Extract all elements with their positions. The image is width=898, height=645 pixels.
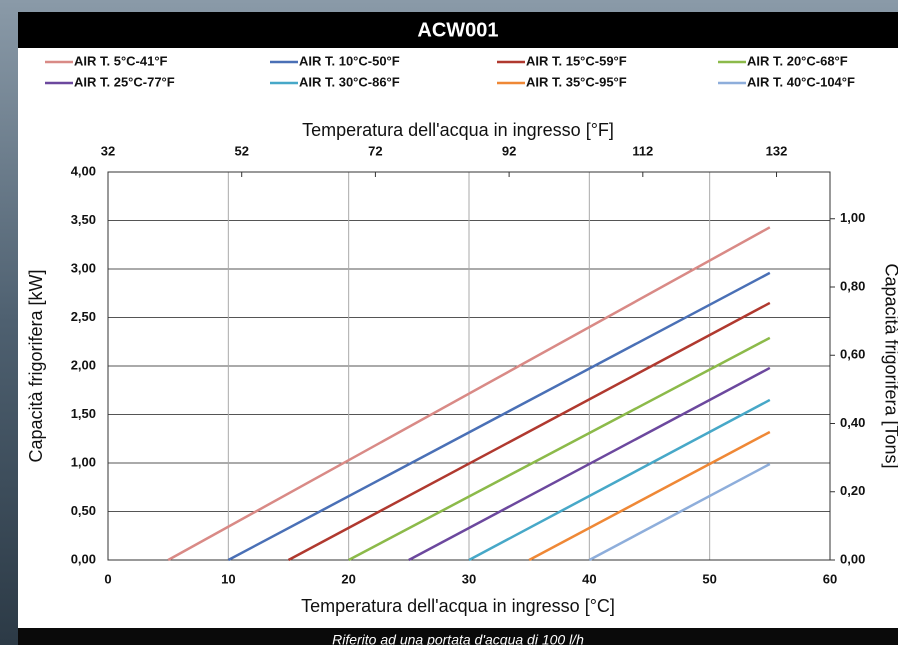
- series-line: [528, 430, 771, 562]
- y-tick-label: 4,00: [71, 163, 96, 178]
- y2-tick-label: 0,80: [840, 278, 865, 293]
- y2-tick-label: 1,00: [840, 210, 865, 225]
- y-tick-label: 1,50: [71, 406, 96, 421]
- x2-tick-label: 52: [234, 143, 248, 158]
- x2-tick-label: 92: [502, 143, 516, 158]
- y-tick-label: 2,50: [71, 309, 96, 324]
- series-line: [287, 301, 771, 562]
- series-line: [348, 336, 771, 562]
- y-tick-label: 0,50: [71, 503, 96, 518]
- x-tick-label: 10: [221, 571, 235, 586]
- legend-label: AIR T. 35°C-95°F: [526, 74, 627, 89]
- chart-title: ACW001: [417, 19, 498, 41]
- x-tick-label: 30: [462, 571, 476, 586]
- chart-panel: [18, 48, 898, 628]
- legend-label: AIR T. 5°C-41°F: [74, 53, 168, 68]
- y-tick-label: 3,00: [71, 260, 96, 275]
- footer-bar: [18, 628, 898, 645]
- x-tick-label: 60: [823, 571, 837, 586]
- y2-tick-label: 0,40: [840, 415, 865, 430]
- legend-label: AIR T. 15°C-59°F: [526, 53, 627, 68]
- legend-label: AIR T. 30°C-86°F: [299, 74, 400, 89]
- x-tick-label: 20: [341, 571, 355, 586]
- y2-tick-label: 0,20: [840, 483, 865, 498]
- series-line: [167, 226, 771, 562]
- series-line: [227, 271, 771, 562]
- x2-tick-label: 132: [766, 143, 788, 158]
- x-tick-label: 40: [582, 571, 596, 586]
- series-line: [408, 366, 771, 562]
- x2-tick-label: 112: [632, 143, 653, 158]
- x2-tick-label: 32: [101, 143, 115, 158]
- y-tick-label: 1,00: [71, 454, 96, 469]
- x-tick-label: 50: [702, 571, 716, 586]
- footer-note: Riferito ad una portata d'acqua di 100 l…: [332, 632, 584, 645]
- legend-label: AIR T. 20°C-68°F: [747, 53, 848, 68]
- title-bar: [18, 12, 898, 48]
- y-axis-title: Capacità frigorifera [kW]: [26, 269, 46, 462]
- y-tick-label: 0,00: [71, 551, 96, 566]
- y2-tick-label: 0,60: [840, 347, 865, 362]
- x2-tick-label: 72: [368, 143, 382, 158]
- series-line: [468, 398, 771, 562]
- legend-label: AIR T. 10°C-50°F: [299, 53, 400, 68]
- y2-tick-label: 0,00: [840, 551, 865, 566]
- y-tick-label: 2,00: [71, 357, 96, 372]
- legend-label: AIR T. 25°C-77°F: [74, 74, 175, 89]
- legend-label: AIR T. 40°C-104°F: [747, 74, 855, 89]
- y2-axis-title: Capacità frigorifera [Tons]: [881, 263, 898, 468]
- x-tick-label: 0: [104, 571, 111, 586]
- series-line: [588, 462, 771, 562]
- x2-axis-title: Temperatura dell'acqua in ingresso [°F]: [302, 120, 614, 140]
- x-axis-title: Temperatura dell'acqua in ingresso [°C]: [301, 596, 615, 616]
- y-tick-label: 3,50: [71, 212, 96, 227]
